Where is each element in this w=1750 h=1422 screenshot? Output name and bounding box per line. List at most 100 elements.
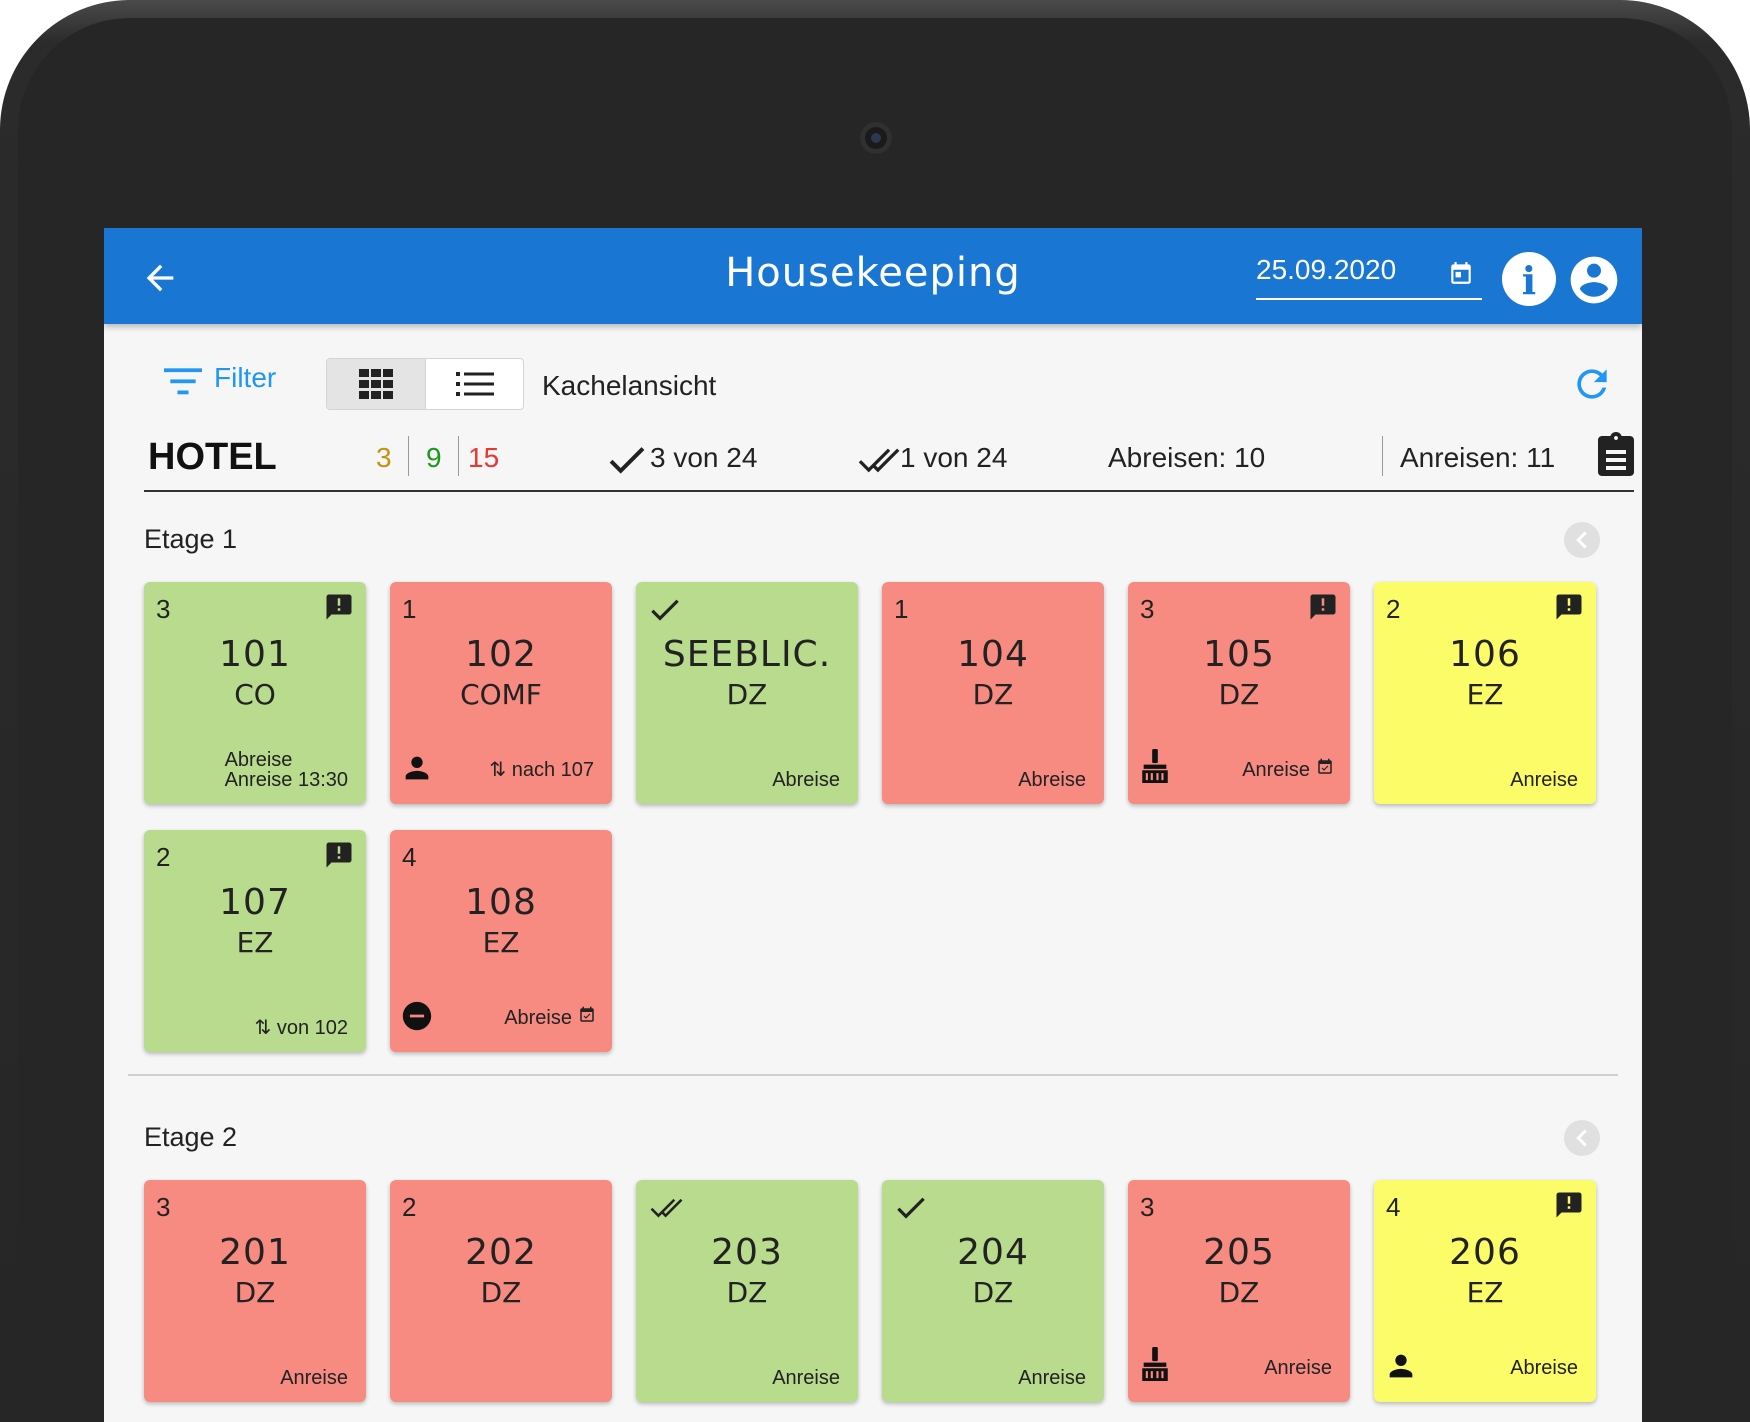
- departures-stat: Abreisen: 10: [1108, 442, 1266, 473]
- room-priority: 1: [402, 594, 417, 624]
- list-view-button[interactable]: [425, 359, 523, 409]
- calendar-check-icon: [1316, 758, 1334, 780]
- room-type: DZ: [234, 1276, 276, 1309]
- count-red: 15: [468, 442, 500, 473]
- collapse-floor-button[interactable]: [1564, 522, 1600, 558]
- grid-view-icon: [359, 369, 393, 399]
- calendar-icon[interactable]: [1448, 260, 1474, 286]
- alert-message-icon[interactable]: [324, 592, 354, 627]
- room-type: EZ: [1466, 678, 1504, 711]
- room-priority: 4: [1386, 1192, 1401, 1222]
- room-number: 108: [465, 882, 537, 923]
- report-button[interactable]: [1596, 432, 1636, 476]
- hotel-summary: HOTEL 3 9 15 3 von 24 1 von 24 Abreisen:…: [144, 420, 1634, 492]
- room-type: DZ: [480, 1276, 522, 1309]
- stat-separator: [1382, 436, 1383, 476]
- collapse-floor-button[interactable]: [1564, 1120, 1600, 1156]
- room-number: 106: [1449, 634, 1521, 675]
- alert-message-icon[interactable]: [1554, 592, 1584, 627]
- room-type: COMF: [460, 678, 542, 711]
- room-type: EZ: [482, 926, 520, 959]
- app-screen: Housekeeping 25.09.2020 i Filter: [104, 228, 1642, 1422]
- filter-list-icon: [164, 368, 202, 395]
- room-number: 205: [1203, 1232, 1275, 1273]
- room-type: CO: [234, 678, 276, 711]
- room-status-line: Abreise: [772, 769, 840, 791]
- room-status-text: Anreise: [772, 1368, 840, 1388]
- chevron-left-icon: [1576, 531, 1587, 549]
- room-number: 102: [465, 634, 537, 675]
- room-tile[interactable]: 3 201 DZ Anreise: [144, 1180, 366, 1402]
- room-status-text: Abreise Anreise 13:30: [225, 750, 348, 790]
- room-tile[interactable]: 4 206 EZ Abreise: [1374, 1180, 1596, 1402]
- room-status-text: Anreise: [1264, 1358, 1332, 1378]
- room-tile[interactable]: 204 DZ Anreise: [882, 1180, 1104, 1402]
- room-number: 206: [1449, 1232, 1521, 1273]
- room-priority: 3: [156, 1192, 171, 1222]
- count-yellow: 3: [376, 442, 392, 473]
- room-tile[interactable]: SEEBLIC. DZ Abreise: [636, 582, 858, 804]
- date-value: 25.09.2020: [1256, 254, 1397, 285]
- room-number: 201: [219, 1232, 291, 1273]
- back-button[interactable]: [140, 258, 180, 298]
- room-status-line: Abreise: [504, 1007, 572, 1029]
- count-separator: [458, 436, 459, 476]
- view-mode-label: Kachelansicht: [542, 370, 717, 401]
- room-status-line: Anreise 13:30: [224, 769, 348, 791]
- room-priority: 4: [402, 842, 417, 872]
- calendar-check-icon: [578, 1006, 596, 1028]
- room-status-text: Abreise: [1018, 770, 1086, 790]
- room-status-line: Abreise: [1018, 769, 1086, 791]
- account-button[interactable]: [1566, 252, 1622, 308]
- room-priority: 2: [156, 842, 171, 872]
- check-icon: [609, 447, 645, 474]
- room-type: DZ: [1218, 678, 1260, 711]
- room-status-line: Anreise: [280, 1367, 348, 1389]
- room-priority: 2: [1386, 594, 1401, 624]
- hotel-name: HOTEL: [148, 436, 277, 478]
- do-not-disturb-icon: [400, 999, 434, 1038]
- tile-view-button[interactable]: [327, 359, 425, 409]
- refresh-icon: [1577, 369, 1607, 399]
- room-tile[interactable]: 2 107 EZ ⇅ von 102: [144, 830, 366, 1052]
- room-status-line: ⇅ von 102: [254, 1017, 349, 1039]
- room-tile[interactable]: 4 108 EZ Abreise: [390, 830, 612, 1052]
- alert-message-icon[interactable]: [1308, 592, 1338, 627]
- info-button[interactable]: i: [1502, 252, 1556, 306]
- count-green: 9: [426, 442, 442, 473]
- double-check-icon: [858, 448, 900, 473]
- room-type: DZ: [726, 1276, 768, 1309]
- room-tile[interactable]: 3 205 DZ Anreise: [1128, 1180, 1350, 1402]
- room-tile[interactable]: 1 104 DZ Abreise: [882, 582, 1104, 804]
- room-tile[interactable]: 1 102 COMF ⇅ nach 107: [390, 582, 612, 804]
- room-tile[interactable]: 2 106 EZ Anreise: [1374, 582, 1596, 804]
- view-toggle: [326, 358, 524, 410]
- room-number: SEEBLIC.: [662, 634, 832, 675]
- room-status-text: Abreise: [1510, 1358, 1578, 1378]
- room-status-text: Abreise: [772, 770, 840, 790]
- refresh-button[interactable]: [1570, 362, 1614, 406]
- room-status-text: Anreise: [1510, 770, 1578, 790]
- room-type: DZ: [972, 1276, 1014, 1309]
- alert-message-icon[interactable]: [324, 840, 354, 875]
- room-status-line: Abreise: [224, 749, 293, 771]
- room-tile[interactable]: 3 105 DZ Anreise: [1128, 582, 1350, 804]
- account-circle-icon: [1570, 256, 1618, 304]
- date-picker-field[interactable]: 25.09.2020: [1256, 250, 1482, 300]
- alert-message-icon[interactable]: [1554, 1190, 1584, 1225]
- page-title: Housekeeping: [725, 250, 1021, 296]
- room-number: 101: [219, 634, 291, 675]
- clipboard-icon: [1598, 432, 1634, 476]
- room-status-text: Anreise: [1242, 758, 1332, 780]
- room-tile[interactable]: 203 DZ Anreise: [636, 1180, 858, 1402]
- room-status-text: Abreise: [504, 1006, 594, 1029]
- list-view-icon: [456, 372, 494, 396]
- toolbar: Filter Kachelan: [104, 324, 1642, 414]
- room-tile[interactable]: 3 101 CO Abreise Anreise 13:30: [144, 582, 366, 804]
- room-status-line: ⇅ nach 107: [489, 759, 594, 781]
- room-number: 107: [219, 882, 291, 923]
- floor-title: Etage 2: [144, 1122, 238, 1152]
- room-priority: 3: [156, 594, 171, 624]
- room-tile[interactable]: 2 202 DZ: [390, 1180, 612, 1402]
